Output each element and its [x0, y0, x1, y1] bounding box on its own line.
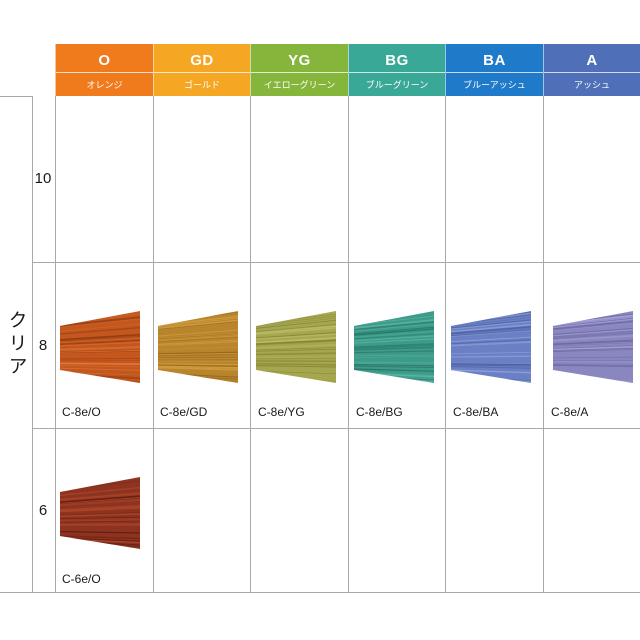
swatch-code: C-8e/YG	[258, 405, 305, 419]
swatch-code: C-8e/BA	[453, 405, 499, 419]
grid-line	[250, 96, 251, 592]
series-label: クリア	[0, 96, 32, 592]
header-divider	[446, 72, 543, 73]
grid-line	[153, 96, 154, 592]
hair-swatch-c-8e-yg	[256, 310, 336, 384]
hair-swatch-c-8e-o	[60, 310, 140, 384]
level-label-6: 6	[38, 502, 48, 519]
column-name: イエローグリーン	[263, 80, 336, 90]
swatch-code: C-8e/BG	[356, 405, 403, 419]
column-name: ブルーアッシュ	[463, 80, 526, 90]
column-code: BA	[483, 52, 506, 69]
hair-swatch-c-8e-a	[553, 310, 633, 384]
hair-swatch-c-8e-gd	[158, 310, 238, 384]
column-header-gd: GD ゴールド	[153, 44, 250, 96]
grid-line	[0, 592, 640, 593]
column-name: ブルーグリーン	[365, 80, 429, 90]
grid-line	[0, 96, 32, 97]
column-header-yg: YG イエローグリーン	[250, 44, 348, 96]
header-divider	[251, 72, 348, 73]
column-header-a: A アッシュ	[543, 44, 640, 96]
level-label-10: 10	[34, 170, 52, 187]
column-header-o: O オレンジ	[55, 44, 153, 96]
hair-swatch-c-8e-bg	[354, 310, 434, 384]
column-name: ゴールド	[183, 80, 220, 90]
grid-line	[445, 96, 446, 592]
column-code: O	[98, 52, 111, 69]
grid-line	[32, 428, 640, 429]
swatch-code: C-8e/GD	[160, 405, 208, 419]
hair-swatch-c-6e-o	[60, 476, 140, 550]
grid-line	[543, 96, 544, 592]
swatch-code: C-8e/A	[551, 405, 589, 419]
column-code: BG	[385, 52, 409, 69]
column-code: A	[586, 52, 598, 69]
column-header-ba: BA ブルーアッシュ	[445, 44, 543, 96]
grid-line	[32, 96, 33, 592]
series-label-text: クリア	[5, 309, 27, 379]
grid-line	[32, 262, 640, 263]
grid-line	[348, 96, 349, 592]
column-header-bg: BG ブルーグリーン	[348, 44, 445, 96]
swatch-code: C-6e/O	[62, 572, 101, 586]
header-divider	[154, 72, 250, 73]
column-name: アッシュ	[573, 80, 610, 90]
column-code: GD	[190, 52, 214, 69]
column-code: YG	[288, 52, 311, 69]
grid-line	[55, 96, 56, 592]
header-divider	[349, 72, 445, 73]
header-divider	[56, 72, 153, 73]
header-divider	[544, 72, 640, 73]
level-label-8: 8	[38, 337, 48, 354]
swatch-code: C-8e/O	[62, 405, 101, 419]
column-name: オレンジ	[86, 80, 123, 90]
hair-swatch-c-8e-ba	[451, 310, 531, 384]
